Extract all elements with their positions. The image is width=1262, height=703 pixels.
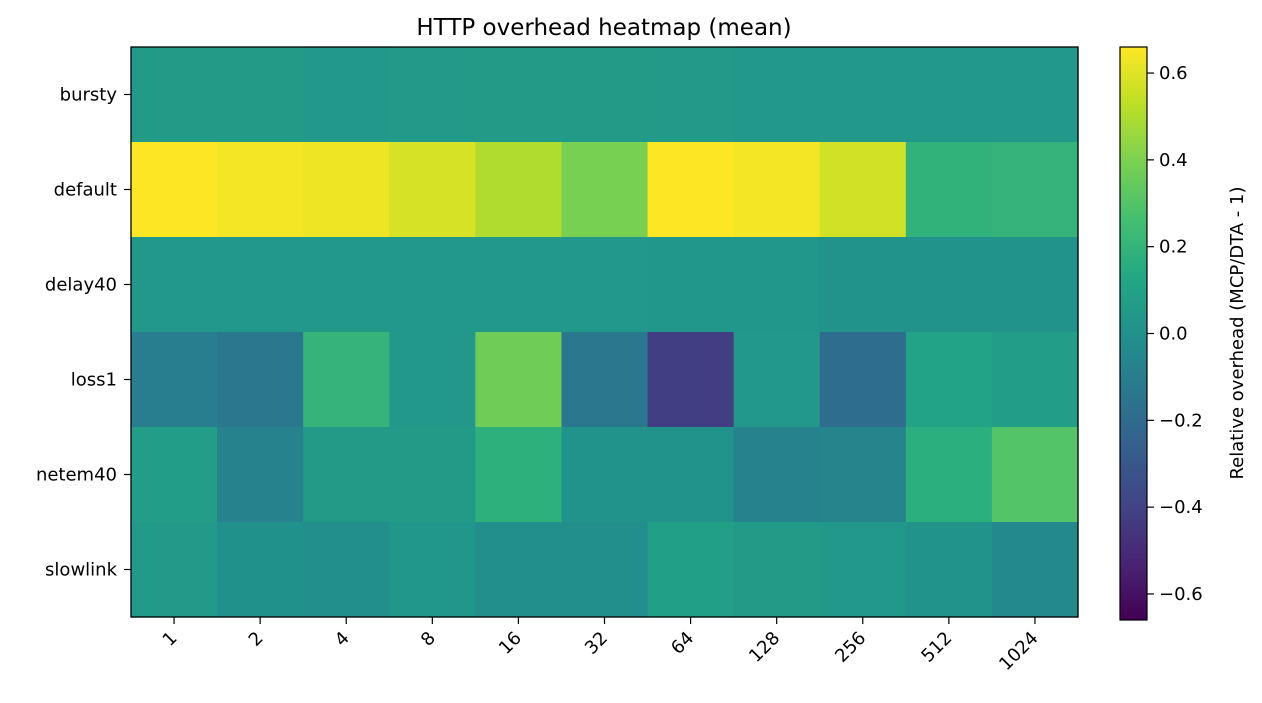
- heatmap-cells: [131, 47, 1079, 618]
- heatmap-cell: [217, 522, 304, 618]
- y-tick-label: loss1: [71, 370, 117, 391]
- y-tick-label: bursty: [60, 85, 118, 106]
- heatmap-cell: [991, 47, 1079, 143]
- colorbar-tick-label: −0.2: [1159, 410, 1203, 431]
- heatmap-cell: [131, 142, 218, 238]
- heatmap-cell: [905, 522, 993, 618]
- heatmap-cell: [647, 47, 735, 143]
- heatmap-cell: [819, 47, 907, 143]
- heatmap-cell: [991, 332, 1079, 428]
- y-tick-label: delay40: [45, 275, 117, 296]
- heatmap-cell: [303, 427, 390, 523]
- colorbar-gradient: [1120, 47, 1147, 620]
- heatmap-cell: [819, 142, 907, 238]
- heatmap-cell: [475, 142, 563, 238]
- heatmap-cell: [733, 47, 821, 143]
- heatmap-cell: [733, 427, 821, 523]
- x-tick-label: 2: [245, 628, 268, 651]
- heatmap-cell: [389, 332, 476, 428]
- x-tick-label: 256: [831, 628, 870, 667]
- heatmap-cell: [991, 142, 1079, 238]
- x-tick-label: 8: [417, 628, 440, 651]
- colorbar: 0.6 0.4 0.2 0.0 −0.2 −0.4 −0.6 Relative overhe…: [1119, 46, 1248, 621]
- chart-title: HTTP overhead heatmap (mean): [416, 15, 791, 41]
- heatmap-cell: [389, 237, 476, 333]
- heatmap-cell: [561, 142, 649, 238]
- y-tick-label: default: [54, 180, 117, 201]
- heatmap-cell: [131, 332, 218, 428]
- heatmap-cell: [991, 427, 1079, 523]
- heatmap-cell: [905, 142, 993, 238]
- y-tick-label: slowlink: [45, 560, 118, 581]
- heatmap-cell: [905, 427, 993, 523]
- heatmap-cell: [131, 47, 218, 143]
- x-tick-label: 4: [331, 628, 354, 651]
- heatmap-cell: [991, 522, 1079, 618]
- x-tick-label: 1024: [995, 628, 1042, 675]
- heatmap-cell: [475, 332, 563, 428]
- heatmap-cell: [561, 427, 649, 523]
- colorbar-tick-label: −0.4: [1159, 497, 1203, 518]
- heatmap-cell: [647, 332, 735, 428]
- heatmap-cell: [819, 332, 907, 428]
- x-tick-label: 1: [159, 628, 182, 651]
- x-tick-label: 32: [581, 628, 612, 659]
- colorbar-tick-label: 0.0: [1159, 324, 1188, 345]
- x-axis: 1 2 4 8 16 32 64 128 256 512 1024: [159, 617, 1042, 675]
- heatmap-cell: [819, 237, 907, 333]
- heatmap-cell: [217, 427, 304, 523]
- heatmap-cell: [131, 237, 218, 333]
- heatmap-cell: [905, 332, 993, 428]
- heatmap-cell: [647, 237, 735, 333]
- heatmap-cell: [131, 522, 218, 618]
- heatmap-cell: [819, 522, 907, 618]
- y-tick-label: netem40: [36, 465, 117, 486]
- heatmap-cell: [217, 332, 304, 428]
- heatmap-cell: [905, 237, 993, 333]
- heatmap-cell: [217, 237, 304, 333]
- heatmap-cell: [475, 522, 563, 618]
- colorbar-label: Relative overhead (MCP/DTA - 1): [1227, 186, 1248, 479]
- colorbar-tick-label: 0.6: [1159, 63, 1188, 84]
- heatmap-cell: [303, 47, 390, 143]
- x-tick-label: 512: [917, 628, 956, 667]
- heatmap-cell: [733, 332, 821, 428]
- heatmap-cell: [303, 332, 390, 428]
- colorbar-tick-label: 0.2: [1159, 237, 1188, 258]
- heatmap-cell: [991, 237, 1079, 333]
- heatmap-cell: [475, 47, 563, 143]
- heatmap-cell: [475, 427, 563, 523]
- colorbar-tick-label: 0.4: [1159, 150, 1188, 171]
- heatmap-cell: [217, 47, 304, 143]
- heatmap-cell: [217, 142, 304, 238]
- x-tick-label: 64: [667, 628, 698, 659]
- heatmap-cell: [819, 427, 907, 523]
- x-tick-label: 16: [495, 628, 526, 659]
- heatmap-cell: [131, 427, 218, 523]
- heatmap-cell: [389, 47, 476, 143]
- y-axis: bursty default delay40 loss1 netem40 slowlink: [36, 85, 131, 581]
- heatmap-cell: [303, 237, 390, 333]
- heatmap-cell: [561, 237, 649, 333]
- heatmap-cell: [733, 142, 821, 238]
- colorbar-tick-label: −0.6: [1159, 584, 1203, 605]
- heatmap-cell: [389, 142, 476, 238]
- heatmap-cell: [733, 237, 821, 333]
- heatmap-cell: [561, 522, 649, 618]
- colorbar-ticks: 0.6 0.4 0.2 0.0 −0.2 −0.4 −0.6: [1147, 63, 1203, 605]
- heatmap-cell: [303, 522, 390, 618]
- x-tick-label: 128: [745, 628, 784, 667]
- heatmap-cell: [389, 522, 476, 618]
- heatmap-cell: [303, 142, 390, 238]
- heatmap-cell: [647, 142, 735, 238]
- heatmap-cell: [647, 522, 735, 618]
- heatmap-cell: [733, 522, 821, 618]
- heatmap-cell: [561, 47, 649, 143]
- heatmap-cell: [389, 427, 476, 523]
- heatmap-cell: [905, 47, 993, 143]
- heatmap-cell: [561, 332, 649, 428]
- heatmap-cell: [475, 237, 563, 333]
- heatmap-cell: [647, 427, 735, 523]
